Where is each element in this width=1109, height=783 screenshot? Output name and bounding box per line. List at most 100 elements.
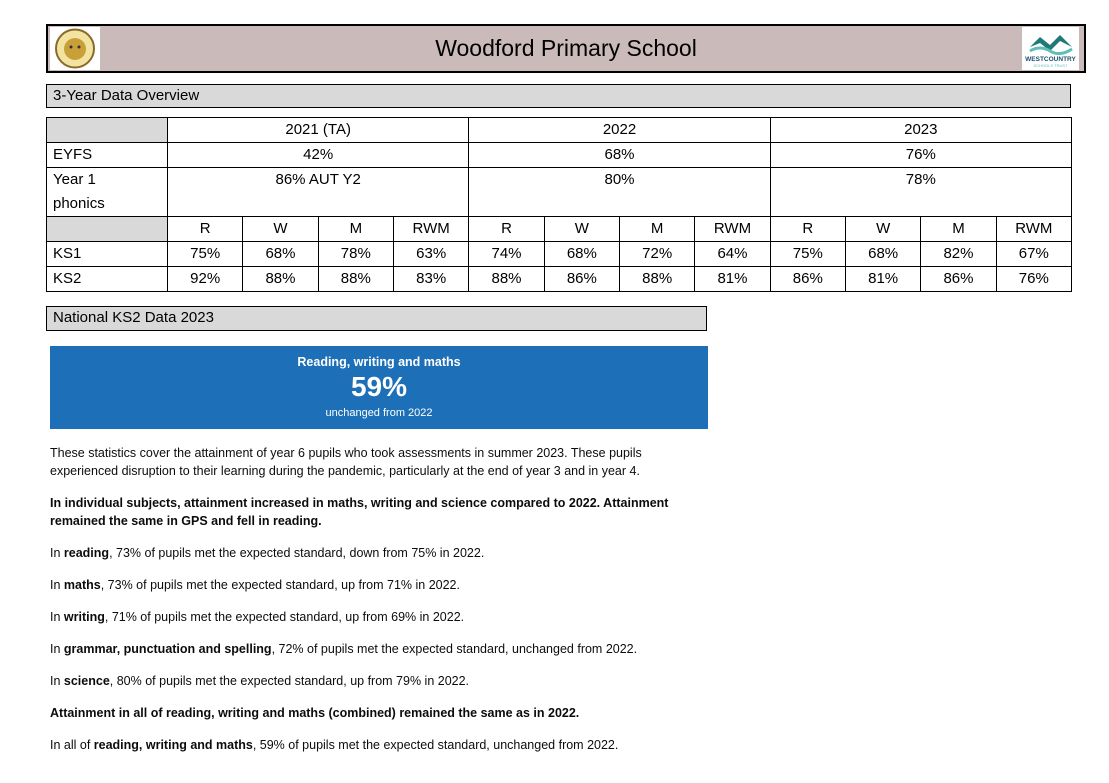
value-cell: 81%	[844, 266, 922, 292]
row-label: Year 1 phonics	[46, 167, 168, 217]
value-cell: 67%	[995, 241, 1072, 267]
text-run: In	[50, 578, 64, 592]
paragraph: Attainment in all of reading, writing an…	[50, 704, 710, 722]
value-cell: 74%	[468, 241, 545, 267]
value-cell: 78%	[317, 241, 394, 267]
subject-header: M	[618, 216, 696, 242]
summary-row: Year 1 phonics 86% AUT Y2 80% 78%	[46, 167, 1072, 217]
subject-header: RWM	[694, 216, 771, 242]
header: Woodford Primary School WESTCOUNTRY SCHO…	[46, 24, 1086, 73]
trust-subname: SCHOOLS TRUST	[1034, 63, 1068, 68]
section-bar: National KS2 Data 2023	[46, 306, 707, 331]
row-label-text: EYFS	[53, 146, 93, 163]
stage-row: KS1 75% 68% 78% 63% 74% 68% 72% 64% 75% 68% 82% 67%	[46, 241, 1072, 267]
value-cell: 88%	[317, 266, 394, 292]
section-bar: 3-Year Data Overview	[46, 84, 1071, 108]
value-cell: 63%	[392, 241, 470, 267]
text-run: In	[50, 546, 64, 560]
year-header: 2021 (TA)	[166, 117, 470, 143]
subject-header: R	[166, 216, 244, 242]
text-run: grammar, punctuation and spelling	[63, 642, 272, 656]
school-logo	[50, 27, 100, 70]
paragraph: In science, 80% of pupils met the expect…	[50, 672, 710, 690]
text-run: writing	[63, 610, 105, 624]
paragraph: In individual subjects, attainment incre…	[50, 494, 710, 530]
paragraph: In reading, 73% of pupils met the expect…	[50, 544, 710, 562]
row-label: KS2	[46, 266, 168, 292]
paragraph: In all of reading, writing and maths, 59…	[50, 736, 710, 754]
value-cell: 76%	[995, 266, 1072, 292]
text-run: In	[50, 642, 64, 656]
text-run: Attainment in all of reading, writing an…	[50, 706, 580, 720]
value-cell: 86%	[920, 266, 997, 292]
value-cell: 88%	[242, 266, 319, 292]
subject-header: M	[920, 216, 997, 242]
text-run: , 73% of pupils met the expected standar…	[100, 578, 460, 592]
school-title: Woodford Primary School	[435, 35, 697, 61]
header-row: 2021 (TA) 2022 2023	[46, 117, 1072, 143]
text-run: , 59% of pupils met the expected standar…	[252, 738, 619, 752]
text-run: In	[50, 674, 64, 688]
row-label: EYFS	[46, 142, 168, 168]
subject-header: RWM	[392, 216, 470, 242]
subject-header: W	[242, 216, 319, 242]
callout-note: unchanged from 2022	[325, 407, 433, 419]
value-cell: 88%	[618, 266, 696, 292]
text-run: reading, writing and maths	[93, 738, 253, 752]
text-run: , 73% of pupils met the expected standar…	[109, 546, 485, 560]
paragraph: These statistics cover the attainment of…	[50, 444, 710, 480]
value-cell: 78%	[769, 167, 1072, 217]
value-cell: 72%	[618, 241, 696, 267]
value-cell: 86%	[543, 266, 621, 292]
value-cell: 83%	[392, 266, 470, 292]
value-cell: 82%	[920, 241, 997, 267]
value-cell: 92%	[166, 266, 244, 292]
value-cell: 80%	[468, 167, 771, 217]
data-table: 2021 (TA) 2022 2023 EYFS 42% 68% 76% Year 1 pho…	[46, 117, 1072, 292]
year-header: 2023	[769, 117, 1072, 143]
value-cell: 42%	[166, 142, 470, 168]
callout-value: 59%	[350, 371, 408, 402]
value-cell: 75%	[769, 241, 846, 267]
text-run: In individual subjects, attainment incre…	[50, 496, 669, 528]
text-run: maths	[63, 578, 101, 592]
value-cell: 68%	[844, 241, 922, 267]
paragraph: In writing, 71% of pupils met the expect…	[50, 608, 710, 626]
paragraph: In maths, 73% of pupils met the expected…	[50, 576, 710, 594]
summary-row: EYFS 42% 68% 76%	[46, 142, 1072, 168]
table-body: 2021 (TA) 2022 2023 EYFS 42% 68% 76% Year 1 pho…	[46, 117, 1072, 292]
blank-cell	[46, 117, 168, 143]
value-cell: 81%	[694, 266, 771, 292]
subject-header: W	[844, 216, 922, 242]
stage-row: KS2 92% 88% 88% 83% 88% 86% 88% 81% 86% 81% 86% 76%	[46, 266, 1072, 292]
text-run: , 72% of pupils met the expected standar…	[271, 642, 638, 656]
trust-name: WESTCOUNTRY	[1025, 56, 1076, 63]
paragraphs: These statistics cover the attainment of…	[50, 444, 710, 768]
subject-header: R	[769, 216, 846, 242]
text-run: In	[50, 610, 64, 624]
value-cell: 76%	[769, 142, 1072, 168]
text-run: reading	[63, 546, 110, 560]
value-cell: 86%	[769, 266, 846, 292]
callout-heading: Reading, writing and maths	[297, 355, 461, 369]
text-run: science	[63, 674, 110, 688]
subject-header: RWM	[995, 216, 1072, 242]
text-run: These statistics cover the attainment of…	[50, 446, 642, 478]
value-cell: 86% AUT Y2	[166, 167, 470, 217]
blank-cell	[46, 216, 168, 242]
subject-header: W	[543, 216, 621, 242]
year-header: 2022	[468, 117, 771, 143]
text-run: , 80% of pupils met the expected standar…	[109, 674, 470, 688]
text-run: In all of	[50, 738, 94, 752]
paragraph: In grammar, punctuation and spelling, 72…	[50, 640, 710, 658]
value-cell: 68%	[468, 142, 771, 168]
row-label: KS1	[46, 241, 168, 267]
subject-row: R W M RWM R W M RWM R W M RWM	[46, 216, 1072, 242]
subject-header: M	[317, 216, 394, 242]
value-cell: 88%	[468, 266, 545, 292]
text-run: , 71% of pupils met the expected standar…	[104, 610, 465, 624]
national-callout: Reading, writing and maths 59% unchanged…	[50, 346, 708, 429]
row-label-text: Year 1 phonics	[53, 171, 105, 212]
value-cell: 64%	[694, 241, 771, 267]
